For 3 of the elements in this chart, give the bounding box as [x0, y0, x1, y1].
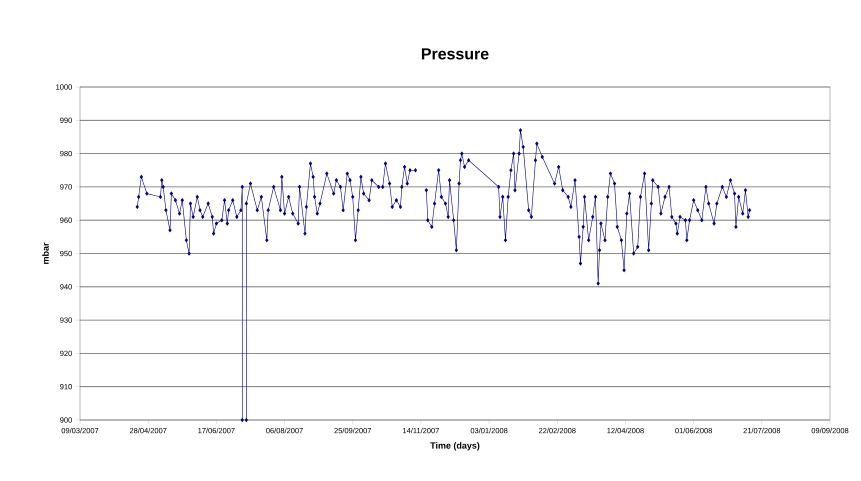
x-axis-title: Time (days) — [430, 442, 480, 450]
y-axis-title: mbar — [42, 242, 49, 264]
chart-title: Pressure — [422, 48, 489, 60]
